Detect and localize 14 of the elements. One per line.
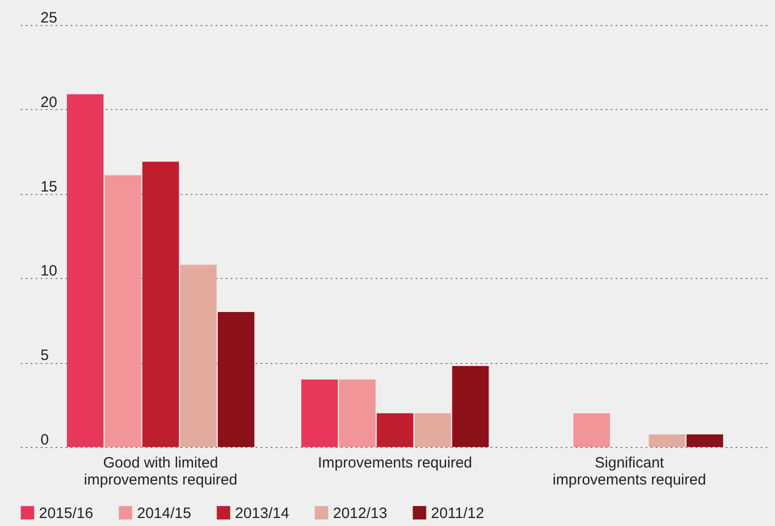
y-tick-label: 10: [40, 262, 58, 280]
y-tick-label: 25: [40, 10, 58, 26]
x-tick-label: Significant improvements required: [552, 454, 706, 488]
legend-label: 2012/13: [333, 504, 388, 522]
y-tick-label: 0: [40, 432, 49, 448]
legend-label: 2015/16: [39, 504, 94, 522]
legend-label: 2011/12: [431, 504, 484, 522]
y-tick-label: 20: [40, 94, 58, 111]
x-tick-label: Good with limited improvements required: [84, 454, 238, 488]
x-tick-label: Improvements required: [318, 454, 472, 472]
y-tick-label: 15: [40, 178, 58, 196]
y-tick-label: 5: [40, 347, 49, 364]
legend-label: 2013/14: [235, 504, 290, 522]
legend-label: 2014/15: [137, 504, 192, 522]
